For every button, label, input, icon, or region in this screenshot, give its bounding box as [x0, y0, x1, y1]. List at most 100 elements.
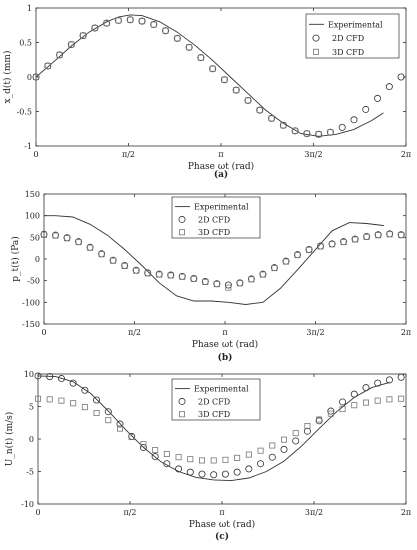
data-point-square: [315, 131, 322, 138]
data-point-square: [306, 246, 313, 253]
series-square: [33, 16, 334, 138]
data-point-circle: [104, 408, 112, 416]
legend-label: Experimental: [194, 203, 249, 212]
data-point-square: [329, 241, 336, 248]
data-point-circle: [198, 470, 206, 478]
y-tick-label: 0: [27, 73, 32, 82]
data-point-square: [33, 74, 40, 81]
data-point-square: [327, 410, 334, 417]
data-point-square: [280, 122, 287, 129]
data-point-square: [233, 87, 240, 94]
data-point-circle: [57, 375, 65, 383]
legend: Experimental 2D CFD 3D CFD: [171, 196, 261, 239]
data-point-circle: [338, 123, 346, 131]
data-point-circle: [303, 427, 311, 435]
data-point-circle: [163, 460, 171, 468]
y-tick-label: 0: [29, 435, 34, 444]
data-point-circle: [268, 114, 276, 122]
data-point-circle: [374, 379, 382, 387]
data-point-square: [116, 425, 123, 432]
y-tick-label: -10: [21, 500, 34, 509]
x-tick-label: π: [222, 328, 227, 337]
legend-square-swatch: [178, 411, 185, 418]
data-point-circle: [327, 407, 335, 415]
data-point-square: [327, 129, 334, 136]
data-point-circle: [397, 73, 405, 81]
data-point-square: [269, 442, 276, 449]
x-tick-label: π/2: [123, 508, 136, 517]
data-point-circle: [220, 76, 228, 84]
data-point-circle: [32, 73, 40, 81]
data-point-circle: [162, 27, 170, 35]
data-point-circle: [44, 62, 52, 70]
data-point-square: [221, 76, 228, 83]
data-point-square: [268, 115, 275, 122]
data-point-circle: [139, 443, 147, 451]
data-point-circle: [362, 105, 370, 113]
data-point-square: [41, 231, 48, 238]
data-point-square: [398, 232, 405, 239]
data-point-square: [174, 35, 181, 42]
data-point-square: [222, 456, 229, 463]
data-point-circle: [114, 16, 122, 24]
data-point-circle: [175, 465, 183, 473]
data-point-square: [58, 397, 65, 404]
data-point-square: [133, 267, 140, 274]
series-line: [37, 375, 390, 482]
data-point-square: [70, 400, 77, 407]
data-point-circle: [91, 24, 99, 32]
data-point-circle: [292, 437, 300, 445]
data-point-square: [352, 236, 359, 243]
panel-caption: (a): [214, 169, 228, 180]
data-point-circle: [326, 128, 334, 136]
data-point-circle: [339, 398, 347, 406]
data-point-square: [110, 257, 117, 264]
legend-circle-swatch: [312, 34, 320, 42]
panel-caption: (b): [218, 352, 233, 363]
data-point-circle: [173, 34, 181, 42]
data-point-circle: [350, 390, 358, 398]
data-point-circle: [233, 468, 241, 476]
data-point-circle: [56, 51, 64, 59]
y-tick-label: 150: [25, 190, 40, 199]
data-point-square: [257, 447, 264, 454]
x-tick-label: 3π/2: [304, 150, 322, 159]
data-point-circle: [257, 460, 265, 468]
data-point-square: [339, 406, 346, 413]
data-point-square: [105, 417, 112, 424]
y-axis-label: x_d(t) (mm): [2, 51, 13, 104]
data-point-circle: [232, 86, 240, 94]
x-tick-label: 2π: [401, 150, 411, 159]
data-point-square: [187, 456, 194, 463]
data-point-square: [190, 275, 197, 282]
legend-label: 2D CFD: [198, 397, 230, 406]
data-point-circle: [350, 116, 358, 124]
data-point-circle: [209, 65, 217, 73]
chart-panel-0: 0 π/2 π 3π/2 2π -1 -0.5 0 0.5 1 Phase ωt (rad) x_d(…: [2, 4, 411, 180]
legend-square-swatch: [312, 48, 319, 55]
data-point-square: [198, 457, 205, 464]
data-point-circle: [221, 470, 229, 478]
data-point-square: [398, 395, 405, 402]
data-point-circle: [151, 453, 159, 461]
y-axis-label: U_n(t) (m/s): [4, 412, 15, 467]
series-square: [35, 395, 405, 464]
data-point-square: [225, 284, 232, 291]
x-tick-label: π: [218, 150, 223, 159]
data-point-circle: [197, 54, 205, 62]
data-point-circle: [303, 130, 311, 138]
legend-box: [171, 196, 261, 239]
series-circle: [32, 16, 405, 138]
legend-label: 3D CFD: [198, 410, 230, 419]
x-tick-label: 0: [41, 328, 46, 337]
data-point-circle: [93, 396, 101, 404]
data-point-square: [87, 244, 94, 251]
data-point-square: [210, 457, 217, 464]
data-point-square: [292, 127, 299, 134]
data-point-circle: [385, 376, 393, 384]
x-axis-label: Phase ωt (rad): [189, 519, 255, 530]
x-tick-label: 3π/2: [305, 508, 323, 517]
data-point-square: [75, 239, 82, 246]
data-point-circle: [103, 19, 111, 27]
data-point-square: [163, 450, 170, 457]
